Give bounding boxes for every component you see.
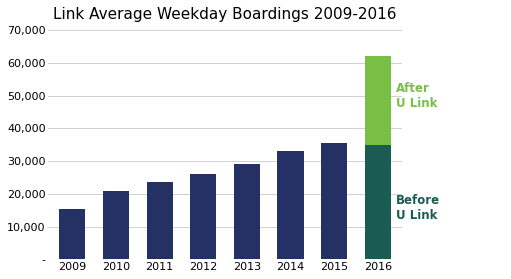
- Bar: [234, 164, 260, 259]
- Bar: [190, 174, 216, 259]
- Title: Link Average Weekday Boardings 2009-2016: Link Average Weekday Boardings 2009-2016: [53, 7, 397, 22]
- Text: After
U Link: After U Link: [396, 82, 437, 110]
- Bar: [103, 191, 129, 259]
- Text: Before
U Link: Before U Link: [396, 194, 440, 222]
- Bar: [147, 182, 173, 259]
- Bar: [365, 145, 391, 259]
- Bar: [321, 143, 347, 259]
- Bar: [59, 208, 85, 259]
- Bar: [277, 151, 304, 259]
- Bar: [365, 56, 391, 145]
